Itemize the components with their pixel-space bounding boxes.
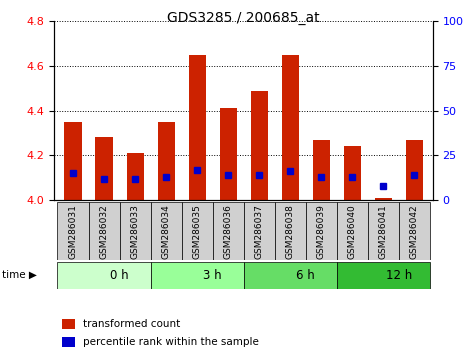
- Text: GSM286032: GSM286032: [99, 204, 108, 259]
- Bar: [88, 202, 120, 260]
- Bar: [244, 262, 337, 289]
- Bar: [62, 319, 75, 329]
- Bar: [337, 262, 429, 289]
- Bar: [343, 146, 361, 200]
- Bar: [375, 198, 392, 200]
- Bar: [281, 55, 298, 200]
- Bar: [337, 202, 368, 260]
- Bar: [275, 202, 306, 260]
- Bar: [150, 202, 182, 260]
- Text: time ▶: time ▶: [2, 270, 37, 280]
- Text: GSM286036: GSM286036: [224, 204, 233, 259]
- Bar: [58, 202, 88, 260]
- Bar: [150, 262, 244, 289]
- Bar: [158, 122, 175, 200]
- Bar: [368, 202, 399, 260]
- Text: transformed count: transformed count: [83, 319, 180, 329]
- Text: GSM286037: GSM286037: [254, 204, 263, 259]
- Text: GSM286031: GSM286031: [69, 204, 78, 259]
- Bar: [189, 55, 206, 200]
- Bar: [244, 202, 275, 260]
- Text: GSM286042: GSM286042: [410, 204, 419, 259]
- Bar: [120, 202, 150, 260]
- Bar: [96, 137, 113, 200]
- Text: GSM286039: GSM286039: [316, 204, 325, 259]
- Bar: [64, 122, 81, 200]
- Bar: [306, 202, 337, 260]
- Bar: [62, 337, 75, 347]
- Bar: [182, 202, 212, 260]
- Bar: [313, 140, 330, 200]
- Bar: [219, 108, 236, 200]
- Text: 3 h: 3 h: [203, 269, 222, 282]
- Text: 6 h: 6 h: [296, 269, 315, 282]
- Bar: [126, 153, 144, 200]
- Text: 0 h: 0 h: [110, 269, 129, 282]
- Bar: [251, 91, 268, 200]
- Bar: [399, 202, 429, 260]
- Text: GSM286040: GSM286040: [348, 204, 357, 259]
- Text: GSM286041: GSM286041: [379, 204, 388, 259]
- Bar: [58, 262, 150, 289]
- Text: GDS3285 / 200685_at: GDS3285 / 200685_at: [167, 11, 320, 25]
- Text: GSM286034: GSM286034: [162, 204, 171, 259]
- Text: 12 h: 12 h: [385, 269, 412, 282]
- Bar: [212, 202, 244, 260]
- Bar: [406, 140, 423, 200]
- Text: percentile rank within the sample: percentile rank within the sample: [83, 337, 259, 347]
- Text: GSM286035: GSM286035: [193, 204, 201, 259]
- Text: GSM286038: GSM286038: [286, 204, 295, 259]
- Text: GSM286033: GSM286033: [131, 204, 140, 259]
